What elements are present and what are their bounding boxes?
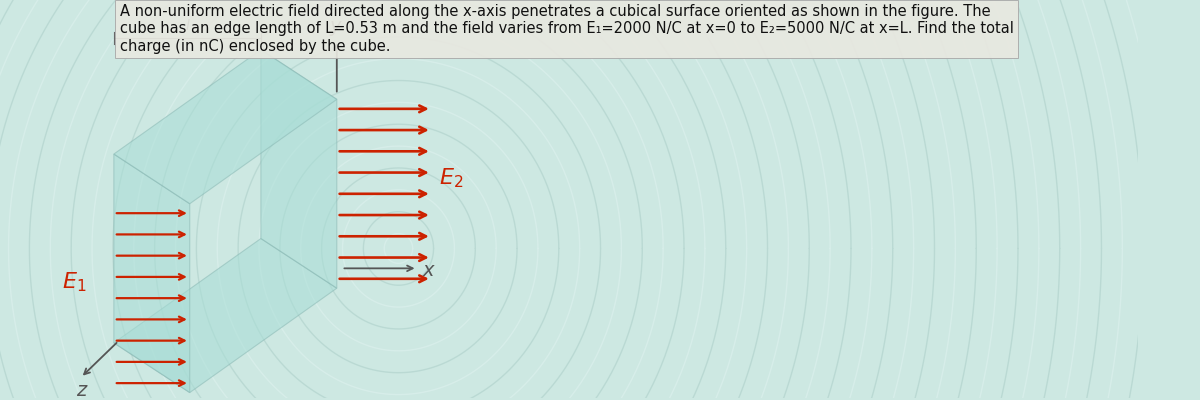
Polygon shape	[114, 154, 190, 392]
Text: z: z	[76, 380, 86, 400]
Text: x: x	[422, 261, 433, 280]
Text: $E_1$: $E_1$	[61, 271, 86, 294]
Text: A non-uniform electric field directed along the x-axis penetrates a cubical surf: A non-uniform electric field directed al…	[120, 4, 1014, 54]
Polygon shape	[114, 238, 337, 392]
Polygon shape	[114, 50, 337, 204]
Text: y: y	[329, 17, 341, 36]
Text: l: l	[186, 19, 190, 33]
Polygon shape	[260, 50, 337, 288]
Text: $E_2$: $E_2$	[439, 166, 463, 190]
